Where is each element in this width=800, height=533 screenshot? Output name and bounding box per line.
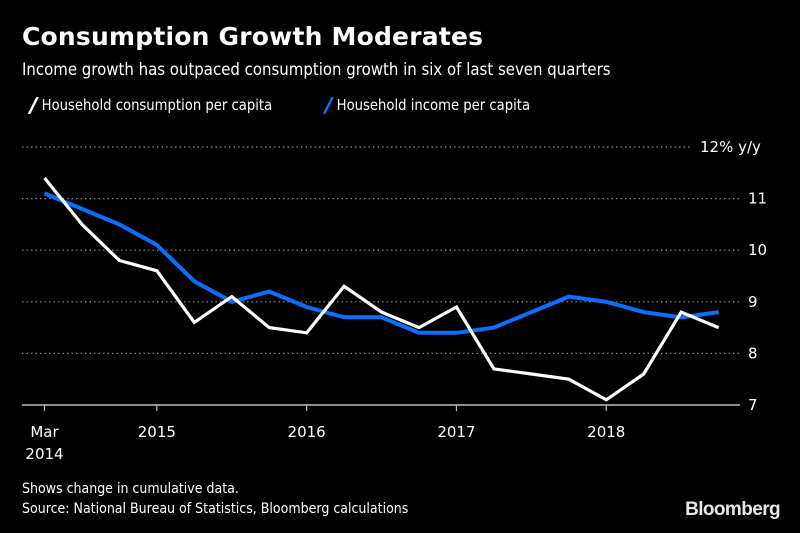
series-line-income xyxy=(43,191,719,335)
y-axis-labels: 7 8 9 10 11 12% y/y xyxy=(700,138,767,414)
x-tick-label: 2014 xyxy=(25,445,63,463)
x-tick-label: Mar xyxy=(30,423,59,441)
legend-label-income: Household income per capita xyxy=(336,96,530,114)
y-tick-label: 8 xyxy=(748,344,758,362)
series-line-consumption xyxy=(43,176,720,402)
y-tick-label: 10 xyxy=(748,241,767,259)
bloomberg-logo: Bloomberg xyxy=(685,499,780,520)
legend: Household consumption per capita Househo… xyxy=(27,96,580,114)
series-lines xyxy=(43,176,720,402)
footer: Shows change in cumulative data. Source:… xyxy=(22,479,408,519)
footer-source: Source: National Bureau of Statistics, B… xyxy=(22,501,409,517)
gridlines xyxy=(22,146,740,354)
chart-subtitle: Income growth has outpaced consumption g… xyxy=(22,60,611,80)
x-tick-label: 2015 xyxy=(138,423,176,441)
y-tick-label: 9 xyxy=(748,293,758,311)
x-tick-label: 2018 xyxy=(587,423,625,441)
footer-note: Shows change in cumulative data. xyxy=(22,481,239,497)
x-tick-label: 2016 xyxy=(288,423,326,441)
x-axis-labels: Mar 2014 2015 2016 2017 2018 xyxy=(25,423,625,463)
chart-title: Consumption Growth Moderates xyxy=(22,22,484,51)
y-tick-label: 12% y/y xyxy=(700,138,761,156)
x-tick-label: 2017 xyxy=(437,423,475,441)
legend-label-consumption: Household consumption per capita xyxy=(41,96,273,114)
y-tick-label: 7 xyxy=(748,396,758,414)
x-axis xyxy=(22,404,740,411)
y-tick-label: 11 xyxy=(748,190,767,208)
legend-item-consumption: Household consumption per capita xyxy=(27,96,273,114)
legend-item-income: Household income per capita xyxy=(322,96,530,114)
